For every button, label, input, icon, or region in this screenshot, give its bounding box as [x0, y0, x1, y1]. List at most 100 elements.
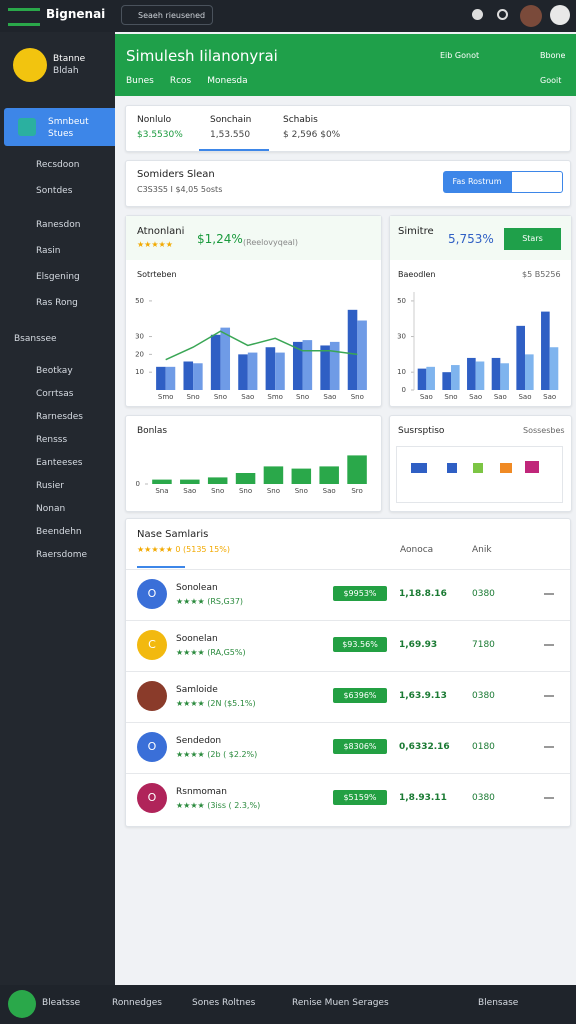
x-tick-label: Sno	[296, 393, 309, 400]
bar	[525, 354, 534, 390]
button[interactable]: Stars	[504, 228, 561, 250]
bar	[516, 325, 525, 390]
bar	[500, 363, 509, 390]
x-tick-label: Sno	[351, 393, 364, 400]
bar	[329, 341, 340, 390]
y-tick-label: 30	[135, 333, 144, 341]
nav-item[interactable]: Rarnesdes	[36, 412, 83, 422]
bottom-item[interactable]: Blensase	[478, 998, 519, 1008]
icon	[411, 463, 427, 473]
tab[interactable]: Bunes	[126, 76, 154, 86]
icon	[500, 463, 512, 473]
bottom-item[interactable]: Renise Muen Serages	[292, 998, 389, 1008]
row-name[interactable]: Sendedon	[176, 736, 222, 746]
active-item[interactable]: Smnbeut Stues	[4, 108, 115, 146]
x-tick-label: Sno	[211, 487, 224, 495]
x-tick-label: Sao	[183, 487, 196, 495]
bar	[491, 357, 501, 390]
search-box[interactable]: Seaeh rieusened	[121, 5, 213, 25]
x-tick-label: Sno	[267, 487, 280, 495]
bar	[475, 361, 485, 390]
bar	[541, 311, 550, 390]
row-num: 7180	[472, 640, 495, 650]
nav-item[interactable]: Rusier	[36, 481, 64, 491]
y-tick-label: 50	[135, 297, 144, 305]
icon[interactable]	[550, 5, 570, 25]
bar	[291, 468, 312, 484]
nav-item[interactable]: Rasin	[36, 246, 61, 256]
bar	[549, 347, 559, 390]
bottom-item[interactable]: Bleatsse	[42, 998, 81, 1008]
bar	[156, 366, 166, 390]
avatar[interactable]	[520, 5, 542, 27]
row-name[interactable]: Samloide	[176, 685, 218, 695]
nav-item[interactable]: Beendehn	[36, 527, 82, 537]
button[interactable]: Fas Rostrum	[443, 171, 511, 193]
value: 5,753%	[448, 232, 494, 246]
row-action[interactable]	[544, 695, 554, 697]
nav-item[interactable]: Beotkay	[36, 366, 73, 376]
row-name[interactable]: Rsnmoman	[176, 787, 227, 797]
chart-card: Susrsptiso Sossesbes	[389, 415, 572, 512]
nav-item[interactable]: Corrtsas	[36, 389, 74, 399]
x-tick-label: Smo	[158, 393, 174, 400]
icon	[18, 118, 36, 136]
bottom-item[interactable]: Ronnedges	[112, 998, 162, 1008]
nav-item[interactable]: Nonan	[36, 504, 66, 514]
header-link[interactable]: Eib Gonot	[440, 51, 480, 60]
row-value: 0,6332.16	[399, 742, 450, 752]
nav-item[interactable]: Elsgening	[36, 272, 80, 282]
nav-item[interactable]: Sontdes	[36, 186, 73, 196]
bottom-bar: Bleatsse Ronnedges Sones Roltnes Renise Mue…	[0, 985, 576, 1024]
bar	[152, 479, 172, 484]
icon[interactable]	[497, 9, 508, 20]
icon-panel	[396, 446, 563, 503]
top-bar: Bignenai Seaeh rieusened	[0, 0, 576, 32]
row-icon: O	[137, 783, 167, 813]
row-badge: $93.56%	[333, 637, 387, 652]
row-name[interactable]: Soonelan	[176, 634, 218, 644]
bar	[235, 473, 256, 484]
row-name[interactable]: Sonolean	[176, 583, 218, 593]
nav-item[interactable]: Ras Rong	[36, 298, 78, 308]
row-num: 0380	[472, 589, 495, 599]
x-tick-label: Sna	[155, 487, 168, 495]
row-divider	[126, 722, 570, 723]
nav-item[interactable]: Raersdome	[36, 550, 88, 560]
row-action[interactable]	[544, 797, 554, 799]
nav-item[interactable]: Recsdoon	[36, 160, 80, 170]
x-tick-label: Sno	[186, 393, 199, 400]
tab[interactable]: Rcos	[169, 76, 192, 86]
x-tick-label: Sno	[239, 487, 252, 495]
row-action[interactable]	[544, 644, 554, 646]
bar	[347, 455, 367, 484]
nav-item[interactable]: Eanteeses	[36, 458, 83, 468]
search-button[interactable]	[511, 171, 563, 193]
line	[165, 330, 358, 361]
bottom-item[interactable]: Sones Roltnes	[192, 998, 256, 1008]
icon[interactable]	[472, 9, 483, 20]
note: (Reelovyqeal)	[243, 238, 298, 247]
row-rating: ★★★★ (RS,G37)	[176, 597, 244, 606]
x-tick-label: Sao	[323, 393, 336, 400]
icon[interactable]	[8, 990, 36, 1018]
nav-item[interactable]: Rensss	[36, 435, 68, 445]
tab[interactable]: Monesda	[207, 76, 248, 86]
chart: 0 Sna Sao Sno Sno Sno Sno Sao Sro	[136, 455, 367, 495]
label: Stues	[48, 129, 74, 139]
bar	[220, 327, 231, 390]
nav-item[interactable]: Ranesdon	[36, 220, 81, 230]
title: Simitre	[398, 226, 434, 237]
row-action[interactable]	[544, 746, 554, 748]
row-rating: ★★★★ (2b ( $2.2%)	[176, 750, 258, 759]
header-link[interactable]: Bbone	[540, 51, 566, 60]
row-value: 1,8.93.11	[399, 793, 447, 803]
y-tick-label: 10	[135, 368, 144, 376]
header-link[interactable]: Gooit	[540, 76, 562, 85]
bar	[442, 372, 451, 390]
x-tick-label: Sao	[323, 487, 336, 495]
icon	[473, 463, 483, 473]
value: $1,24%	[197, 232, 243, 246]
row-action[interactable]	[544, 593, 554, 595]
